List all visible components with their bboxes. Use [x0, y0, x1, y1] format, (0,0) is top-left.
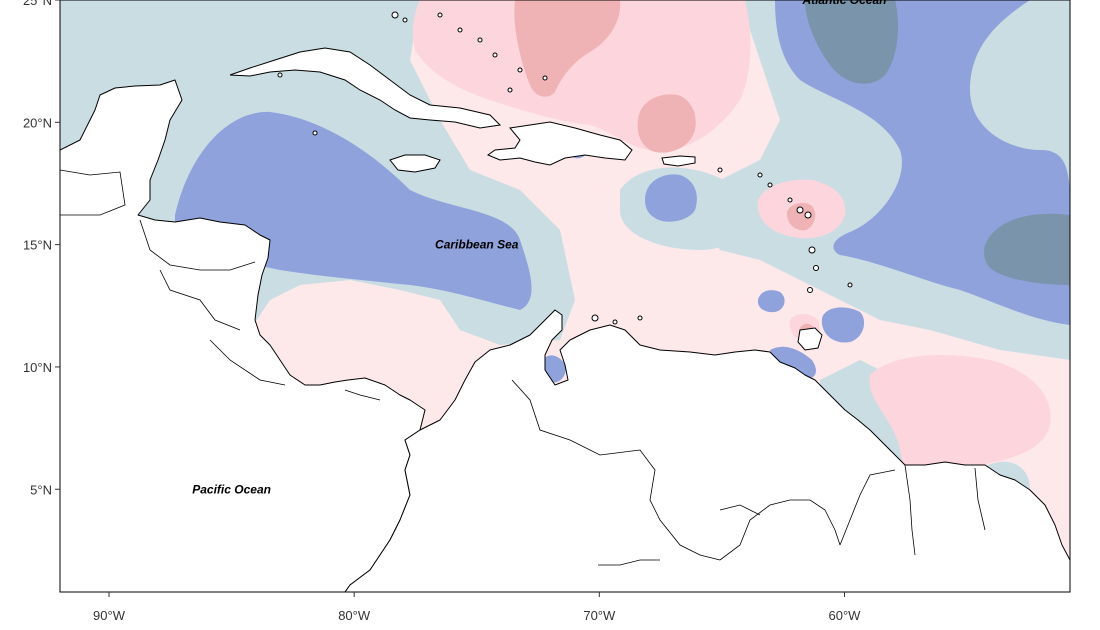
lesser-antilles	[591, 167, 853, 325]
landmass-south-america	[344, 309, 1070, 592]
landmass-trinidad	[797, 327, 823, 351]
y-tick-label: 25°N	[23, 0, 52, 8]
positive-region-south-east	[869, 355, 1051, 490]
x-tick-label: 70°W	[583, 608, 616, 623]
region-label: Pacific Ocean	[192, 482, 271, 496]
x-axis: 90°W 80°W 70°W 60°W	[93, 592, 861, 623]
strong-positive-region-east	[637, 94, 696, 153]
strong-positive-region-bahamas	[514, 0, 621, 97]
map-panel: Atlantic Ocean Caribbean Sea Pacific Ocean	[60, 0, 1070, 592]
negative-region-small-west	[757, 290, 785, 313]
x-tick-label: 90°W	[93, 608, 126, 623]
strong-positive-region-antilles	[786, 202, 816, 231]
map-frame	[59, 0, 1071, 593]
country-borders	[60, 169, 986, 566]
y-tick-label: 5°N	[30, 482, 52, 497]
landmass-jamaica	[389, 154, 441, 173]
x-tick-label: 80°W	[338, 608, 371, 623]
strong-negative-region-north	[805, 0, 898, 84]
y-tick-label: 15°N	[23, 238, 52, 253]
landmass-cuba	[229, 47, 502, 129]
region-label: Atlantic Ocean	[801, 0, 886, 7]
negative-region-small-east	[821, 307, 865, 343]
land-layer	[60, 11, 1070, 592]
landmass-puerto-rico	[661, 155, 696, 167]
negative-region-central-blob	[645, 174, 697, 222]
y-axis: 25°N 20°N 15°N 10°N 5°N	[23, 0, 60, 497]
strong-negative-region-east	[984, 213, 1070, 285]
y-tick-label: 20°N	[23, 115, 52, 130]
region-label: Caribbean Sea	[435, 238, 519, 252]
landmass-hispaniola	[486, 121, 633, 166]
region-labels: Atlantic Ocean Caribbean Sea Pacific Ocean	[192, 0, 886, 496]
bahamas-islands	[277, 11, 548, 136]
negative-region-gulf-paria	[770, 346, 816, 379]
y-tick-label: 10°N	[23, 360, 52, 375]
x-tick-label: 60°W	[828, 608, 861, 623]
